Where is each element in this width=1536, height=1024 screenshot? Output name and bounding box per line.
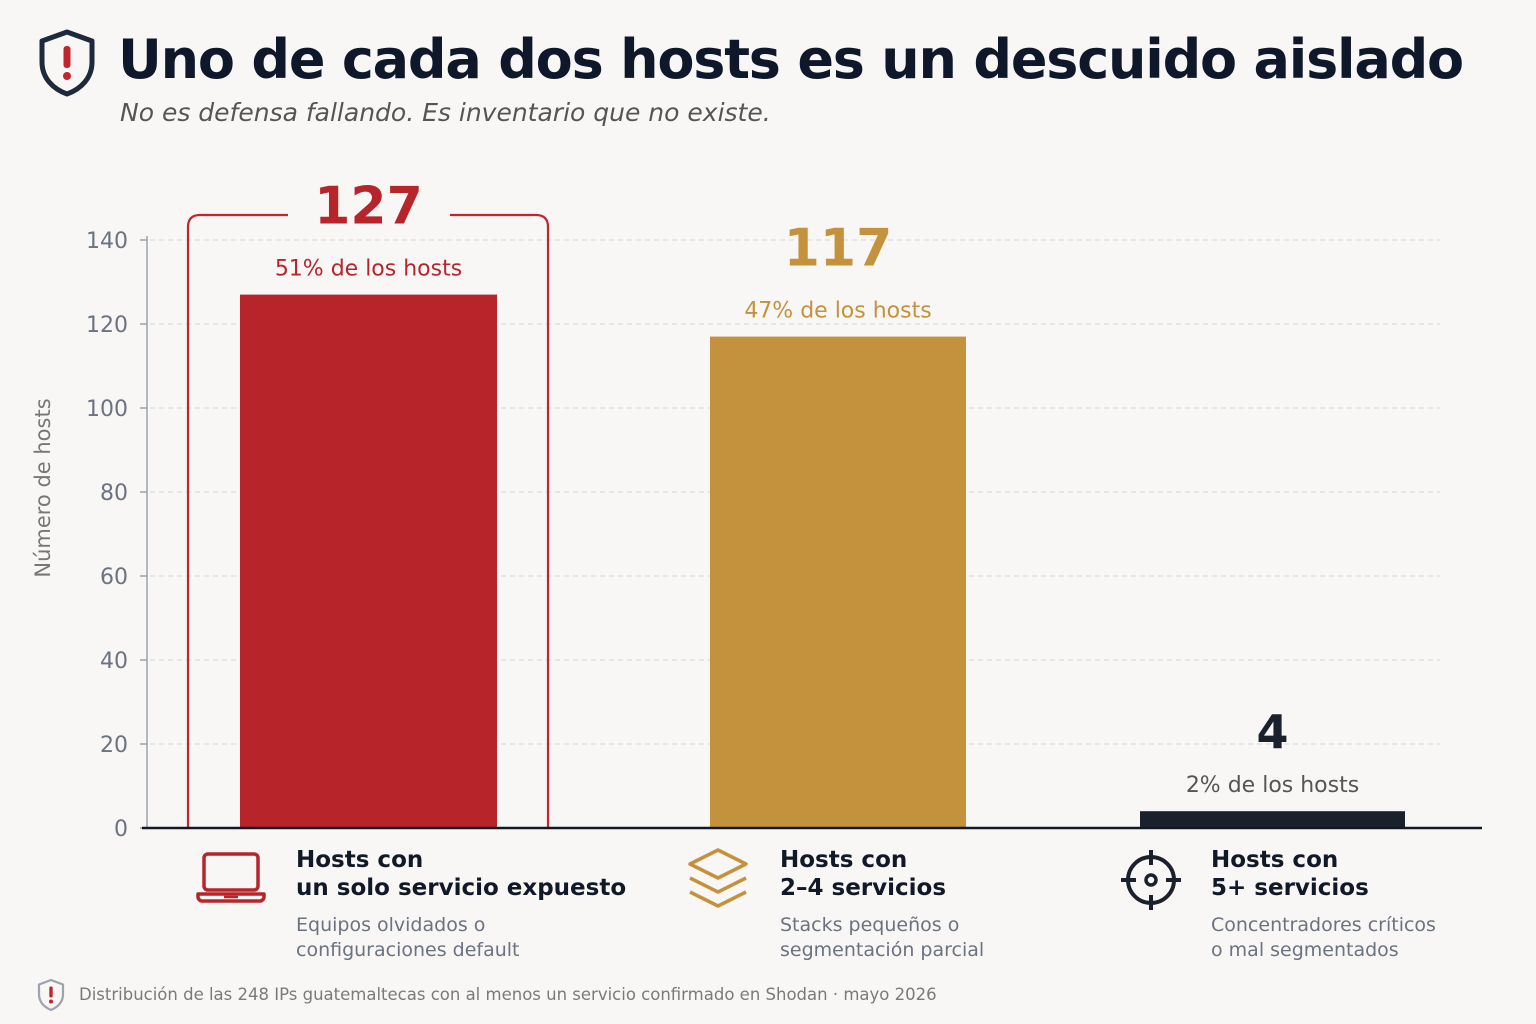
laptop-icon (196, 852, 266, 903)
grid-lines (150, 239, 1440, 745)
category-title-line1: Hosts con (780, 847, 908, 873)
category-desc-line1: Stacks pequeños o (780, 914, 960, 936)
y-axis-label: Número de hosts (31, 398, 55, 577)
bar-2 (1140, 811, 1405, 828)
bar-value-label: 127 (314, 177, 423, 237)
page-subtitle: No es defensa fallando. Es inventario qu… (120, 98, 771, 127)
bar-1 (710, 336, 966, 828)
shield-alert-icon (39, 29, 95, 97)
y-tick-label: 20 (100, 733, 128, 758)
y-tick-label: 100 (86, 397, 128, 422)
crosshair-icon (1121, 850, 1181, 910)
y-tick-label: 0 (114, 817, 128, 842)
bar-value-label: 4 (1256, 705, 1288, 759)
y-axis-ticks: 0 20 40 60 80 100 120 140 (86, 229, 147, 842)
bar-value-label: 117 (784, 219, 893, 279)
bar-percent-label: 47% de los hosts (744, 299, 931, 324)
y-tick-label: 120 (86, 313, 128, 338)
y-tick-label: 80 (100, 481, 128, 506)
category-title-line1: Hosts con (1211, 847, 1339, 873)
category-title-line2: 5+ servicios (1211, 875, 1369, 901)
category-title-line2: 2–4 servicios (780, 875, 947, 901)
y-tick-label: 40 (100, 649, 128, 674)
category-desc-line2: o mal segmentados (1211, 939, 1399, 961)
category-desc-line1: Equipos olvidados o (296, 914, 486, 936)
category-title-line1: Hosts con (296, 847, 424, 873)
bar-0 (240, 294, 497, 829)
bar-labels: 51% de los hosts 127 47% de los hosts 117 2%… (275, 177, 1359, 799)
highlight-frame (186, 213, 550, 828)
shield-alert-icon (37, 978, 65, 1012)
category-desc-line2: segmentación parcial (780, 939, 985, 961)
bars (240, 294, 1405, 829)
bar-percent-label: 2% de los hosts (1186, 773, 1359, 798)
category-desc-line1: Concentradores críticos (1211, 914, 1436, 936)
layers-icon (688, 848, 748, 908)
y-tick-label: 140 (86, 229, 128, 254)
footer-source-note: Distribución de las 248 IPs guatemalteca… (79, 985, 937, 1004)
y-tick-label: 60 (100, 565, 128, 590)
category-desc-line2: configuraciones default (296, 939, 520, 961)
page-title: Uno de cada dos hosts es un descuido ais… (118, 28, 1464, 91)
category-title-line2: un solo servicio expuesto (296, 875, 627, 901)
bar-percent-label: 51% de los hosts (275, 257, 462, 282)
